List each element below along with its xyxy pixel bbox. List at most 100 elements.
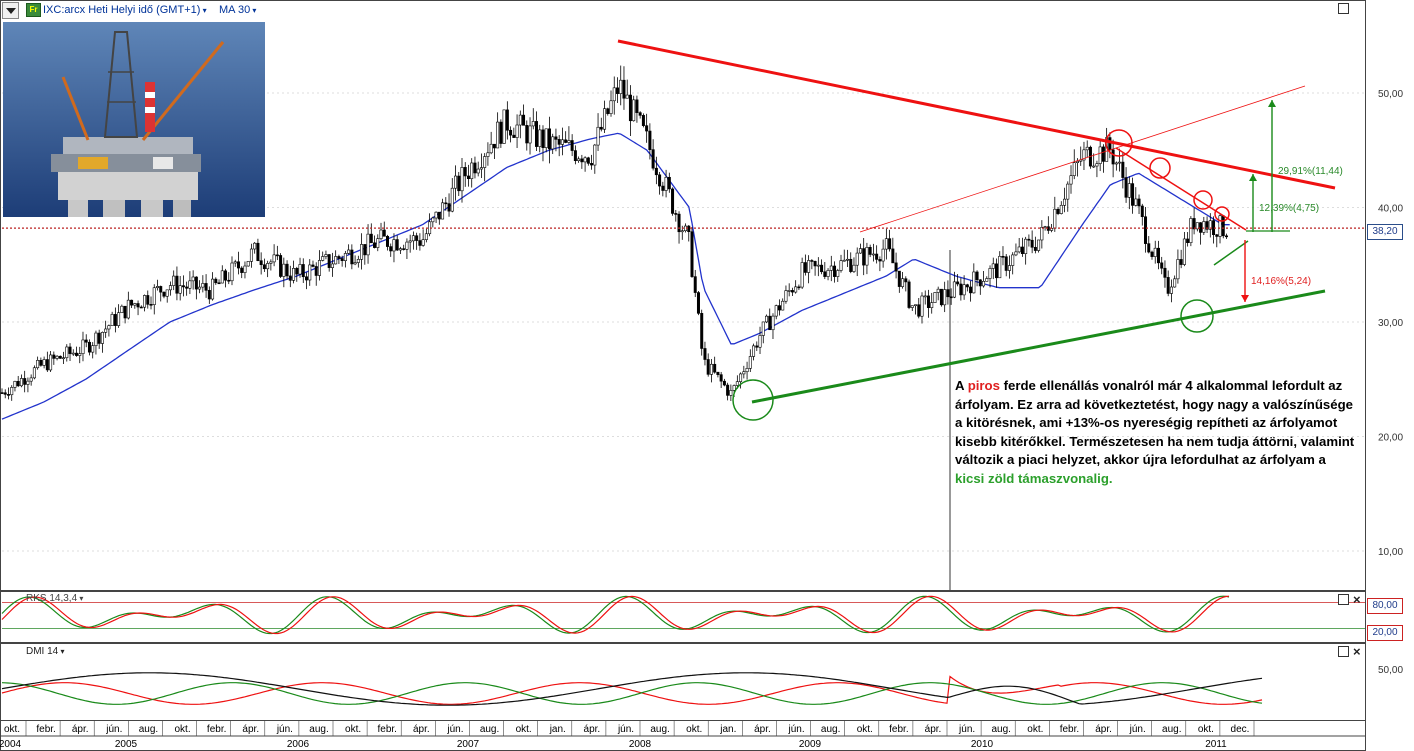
candle-body <box>693 276 697 293</box>
candle-body <box>282 263 286 277</box>
candle-body <box>567 140 571 143</box>
symbol-dropdown[interactable]: IXC:arcx Heti Helyi idő (GMT+1) ▾ <box>43 4 207 16</box>
maximize-icon[interactable] <box>1338 3 1349 14</box>
candle-body <box>65 346 69 359</box>
candle-body <box>431 217 435 223</box>
candle-body <box>823 271 827 277</box>
candle-body <box>249 248 253 262</box>
candle-body <box>560 139 564 145</box>
stoch-d-line <box>1 595 1230 635</box>
candle-body <box>269 261 273 264</box>
candle-body <box>525 125 529 144</box>
candle-body <box>311 264 315 267</box>
candle-body <box>570 140 574 151</box>
month-label: aug. <box>821 724 840 735</box>
candle-body <box>285 263 289 277</box>
dmi-label[interactable]: DMI 14 ▾ <box>26 646 65 657</box>
candle-body <box>463 167 467 177</box>
candle-body <box>236 261 240 269</box>
candle-body <box>512 134 516 138</box>
ma30-line <box>1 132 1230 420</box>
candle-body <box>350 249 354 265</box>
candle-body <box>398 248 402 251</box>
candle-body <box>1156 247 1160 264</box>
month-label: ápr. <box>925 724 942 735</box>
candle-body <box>343 253 347 262</box>
candle-body <box>256 242 260 261</box>
candle-body <box>211 278 215 300</box>
candle-body <box>91 345 95 353</box>
month-label: ápr. <box>754 724 771 735</box>
candle-body <box>807 260 811 273</box>
candle-body <box>509 129 513 136</box>
ma-dropdown[interactable]: MA 30 ▾ <box>219 4 256 16</box>
candle-body <box>1007 265 1011 271</box>
candle-body <box>868 247 872 255</box>
maximize-icon[interactable] <box>1338 594 1349 605</box>
candle-body <box>486 152 490 157</box>
candle-body <box>722 380 726 386</box>
dmi-lines <box>1 672 1263 706</box>
maximize-icon[interactable] <box>1338 646 1349 657</box>
candle-body <box>781 300 785 311</box>
candle-body <box>719 374 723 382</box>
candle-body <box>531 121 535 127</box>
price-tick-label: 20,00 <box>1378 433 1403 444</box>
month-label: ápr. <box>242 724 259 735</box>
candle-body <box>667 176 671 190</box>
chart-menu-button[interactable] <box>2 2 19 19</box>
candle-body <box>1166 277 1170 294</box>
candle-body <box>907 281 911 308</box>
candle-body <box>175 275 179 294</box>
candle-body <box>1160 262 1164 269</box>
candle-body <box>946 289 950 298</box>
candle-body <box>395 239 399 251</box>
candle-body <box>402 248 406 250</box>
candle-body <box>1218 215 1222 237</box>
close-icon[interactable]: × <box>1353 644 1361 659</box>
candle-body <box>842 259 846 262</box>
dmi-minus-line <box>1 682 1263 705</box>
candle-body <box>952 281 956 298</box>
month-label: jan. <box>549 724 566 735</box>
candle-body <box>62 357 66 360</box>
candle-body <box>162 291 166 297</box>
candle-body <box>317 260 321 276</box>
candle-body <box>369 233 373 244</box>
candle-body <box>424 233 428 240</box>
candle-body <box>739 373 743 382</box>
candle-body <box>645 125 649 132</box>
candle-body <box>726 384 730 396</box>
candle-body <box>622 79 626 99</box>
candle-body <box>385 235 389 247</box>
candle-body <box>479 167 483 170</box>
candle-body <box>625 94 629 99</box>
candle-body <box>10 387 14 396</box>
candle-body <box>155 286 159 289</box>
dmi-panel-frame <box>0 643 1366 721</box>
candle-body <box>690 231 694 277</box>
candle-body <box>800 262 804 288</box>
month-label: aug. <box>480 724 499 735</box>
stochastic-label[interactable]: RKS 14,3,4 ▾ <box>26 593 84 604</box>
candle-body <box>709 363 713 375</box>
candle-body <box>379 229 383 240</box>
candle-body <box>1098 146 1102 164</box>
candle-body <box>1131 183 1135 206</box>
candle-body <box>1150 251 1154 257</box>
dmi-tick: 50,00 <box>1378 665 1404 676</box>
candle-body <box>881 248 885 262</box>
month-label: febr. <box>36 724 55 735</box>
short-resistance-line <box>1115 147 1247 231</box>
candle-body <box>1001 255 1005 258</box>
candle-body <box>956 281 960 285</box>
candle-body <box>382 229 386 237</box>
symbol-label: IXC:arcx Heti Helyi idő (GMT+1) <box>43 4 201 16</box>
candle-body <box>1082 149 1086 161</box>
candle-body <box>619 79 623 94</box>
candle-body <box>596 126 600 146</box>
close-icon[interactable]: × <box>1353 592 1361 607</box>
candle-body <box>1075 160 1079 163</box>
pct-mid-label: 12,39%(4,75) <box>1259 203 1320 214</box>
candle-body <box>227 279 231 282</box>
